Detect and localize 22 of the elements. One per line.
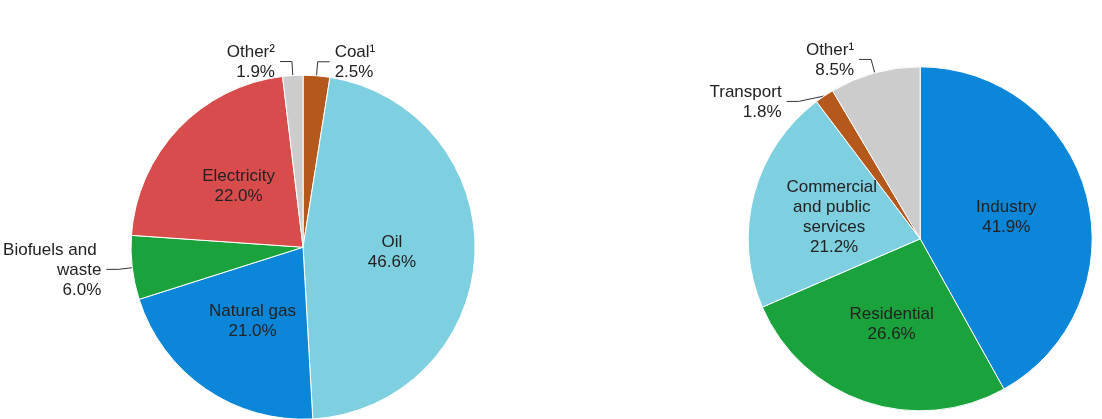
slice-label: Coal¹ bbox=[334, 42, 376, 62]
slice-label: Commercial and public services bbox=[786, 176, 882, 236]
data-label: 8.5% bbox=[815, 59, 855, 79]
data-label: 2.5% bbox=[334, 62, 374, 82]
data-label: 46.6% bbox=[367, 252, 417, 272]
data-label: 1.8% bbox=[742, 101, 782, 121]
data-label: 22.0% bbox=[214, 186, 263, 206]
data-label: 21.0% bbox=[228, 321, 277, 340]
slice-label: Residential bbox=[849, 303, 934, 323]
slice-label: Other¹ bbox=[805, 39, 855, 59]
data-label: 21.2% bbox=[810, 236, 859, 256]
slice-label: Oil bbox=[381, 232, 403, 252]
slice-label: Other² bbox=[226, 42, 276, 62]
data-label: 41.9% bbox=[982, 216, 1031, 236]
data-label: 1.9% bbox=[236, 62, 275, 82]
slice-label: Biofuels and waste bbox=[3, 239, 102, 279]
slice-label: Transport bbox=[709, 81, 782, 101]
slice-label: Natural gas bbox=[209, 301, 297, 320]
data-label: 6.0% bbox=[62, 279, 102, 299]
slice-label: Industry bbox=[976, 196, 1038, 216]
data-label: 26.6% bbox=[867, 323, 916, 343]
slice-label: Electricity bbox=[202, 166, 276, 186]
